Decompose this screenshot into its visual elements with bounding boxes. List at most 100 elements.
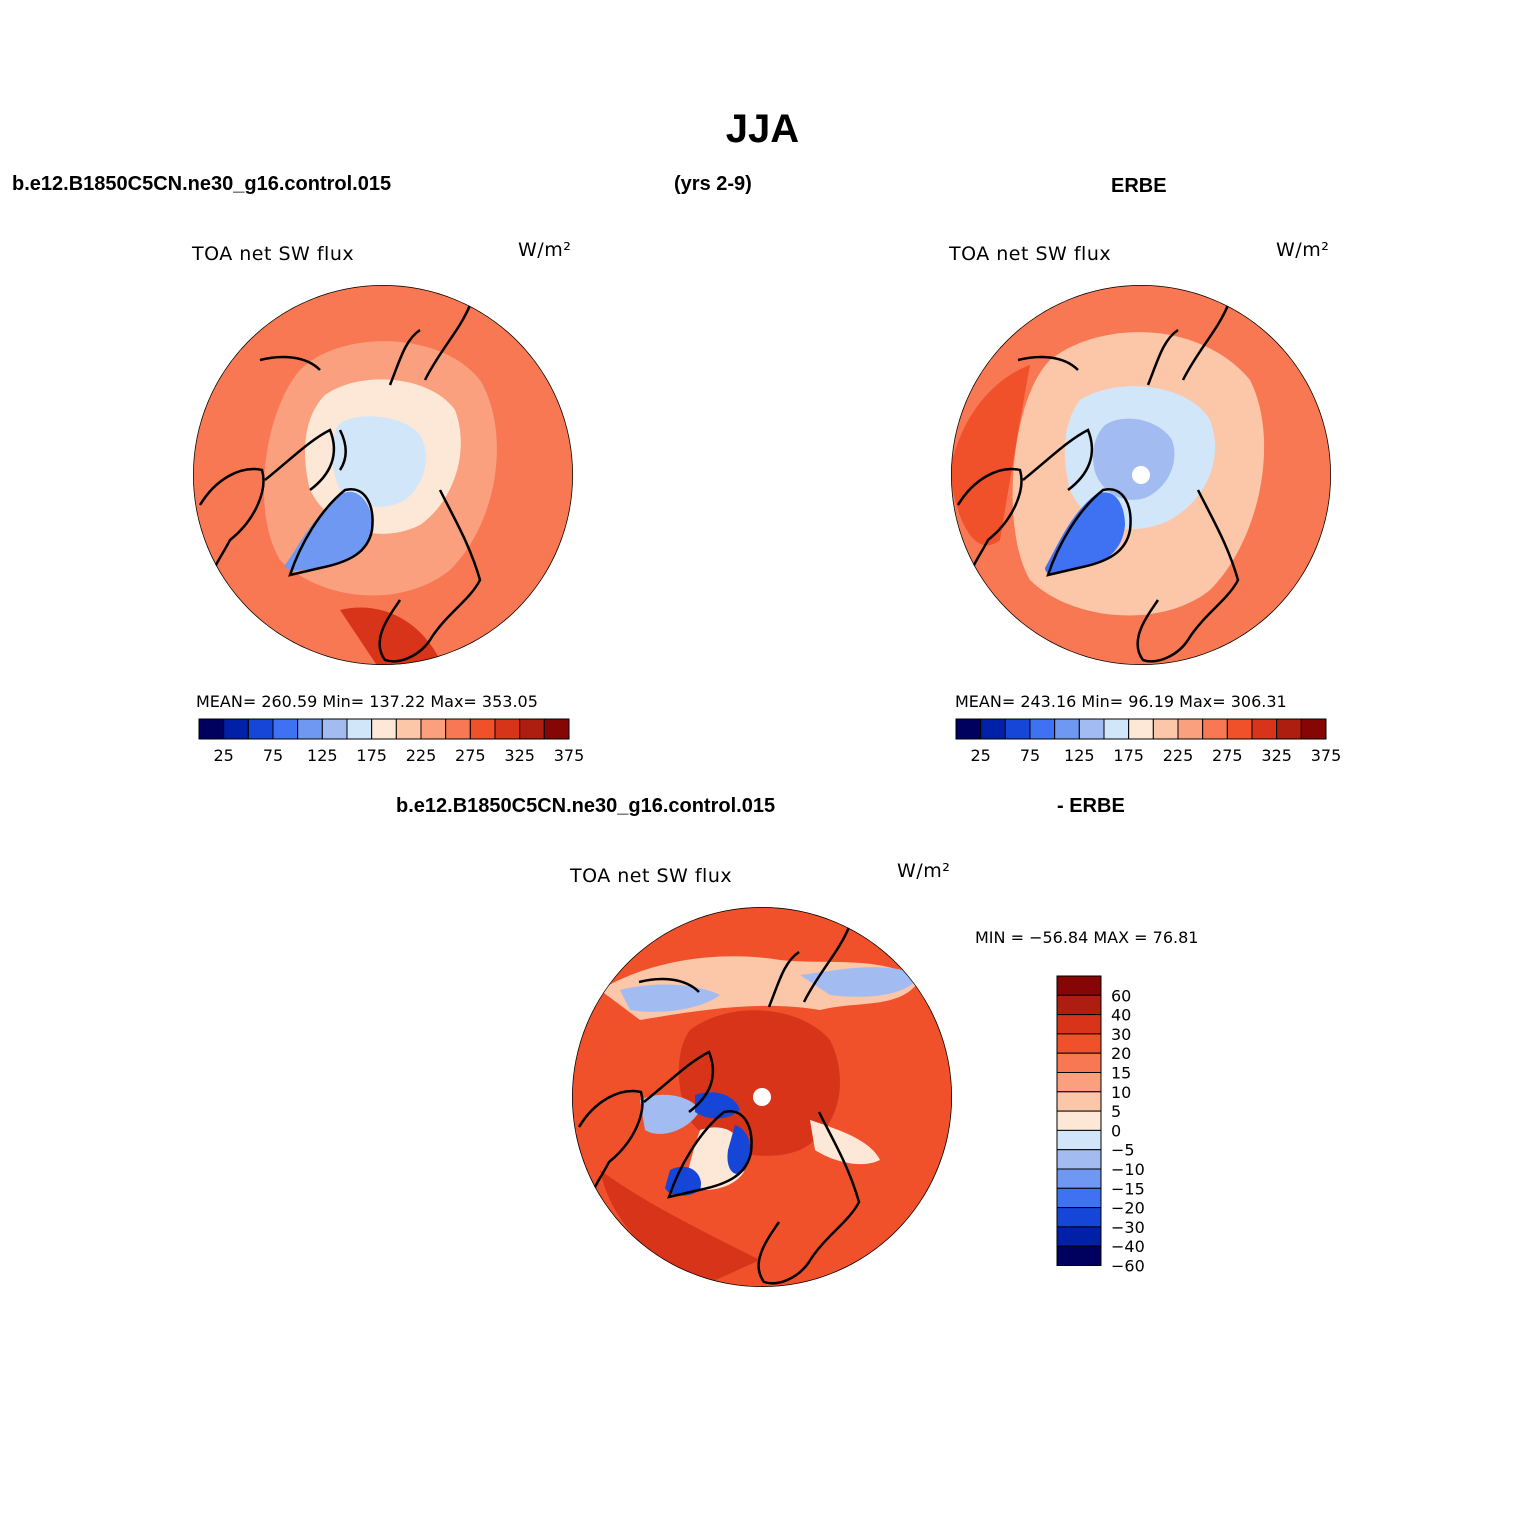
diff-field-cool-northeast [800, 967, 920, 997]
model-colorbar-tick-label: 375 [554, 746, 585, 765]
obs-field-hot-region [951, 365, 1030, 546]
obs-colorbar-tick-label: 325 [1261, 746, 1292, 765]
diff-min-max: MIN = −56.84 MAX = 76.81 [975, 928, 1199, 947]
diff-units-label: W/m² [897, 860, 951, 882]
diff-colorbar-swatch [1056, 1226, 1102, 1247]
model-colorbar-swatch [247, 718, 274, 740]
obs-colorbar-tick-label: 275 [1212, 746, 1243, 765]
diff-variable-label: TOA net SW flux [570, 865, 733, 887]
model-colorbar-tick-label: 325 [504, 746, 535, 765]
obs-colorbar-swatch [1054, 718, 1080, 740]
model-variable-label: TOA net SW flux [192, 243, 355, 265]
obs-colorbar-tick-label: 75 [1020, 746, 1040, 765]
obs-colorbar-swatch [1128, 718, 1154, 740]
model-colorbar-swatch [223, 718, 249, 740]
diff-colorbar-tick-label: 5 [1111, 1102, 1121, 1121]
model-stats: MEAN= 260.59 Min= 137.22 Max= 353.05 [196, 692, 538, 711]
model-colorbar-swatch [420, 718, 447, 740]
diff-colorbar-swatch [1056, 1091, 1102, 1112]
model-coastlines [198, 304, 482, 663]
model-colorbar-swatch [445, 718, 471, 740]
obs-colorbar-swatch [1177, 718, 1204, 740]
diff-colorbar-swatch [1056, 1245, 1102, 1266]
obs-colorbar-tick-label: 125 [1064, 746, 1095, 765]
diff-colorbar-swatch [1056, 1187, 1102, 1209]
obs-colorbar-swatch [1103, 718, 1130, 740]
diff-field-cool-archipelago [640, 1094, 700, 1134]
obs-colorbar-swatch [1004, 718, 1031, 740]
obs-variable-label: TOA net SW flux [949, 243, 1112, 265]
model-colorbar-swatch [395, 718, 422, 740]
diff-colorbar-tick-label: 15 [1111, 1064, 1131, 1083]
obs-colorbar-tick-label: 375 [1311, 746, 1342, 765]
obs-name-header: ERBE [1111, 175, 1167, 197]
diff-field-cool-north [620, 984, 720, 1012]
model-colorbar-swatch [321, 718, 348, 740]
model-colorbar-swatch [494, 718, 521, 740]
diff-colorbar-swatch [1056, 1052, 1102, 1073]
diff-colorbar-swatch [1056, 1110, 1102, 1131]
diff-colorbar-swatch [1056, 1129, 1102, 1151]
diff-field-warm-south [600, 1170, 760, 1287]
diff-colorbar-swatch [1056, 1014, 1102, 1035]
model-colorbar-swatch [297, 718, 323, 740]
diff-colorbar-swatch [1056, 975, 1102, 996]
model-colorbar-swatch [198, 718, 225, 740]
diff-colorbar-tick-label: 40 [1111, 1006, 1131, 1025]
obs-pole-hole [1132, 466, 1150, 484]
diff-polar-map [572, 907, 952, 1287]
model-colorbar-tick-label: 225 [406, 746, 437, 765]
model-colorbar-swatch [543, 718, 570, 740]
diff-field-warm-arctic [678, 1010, 840, 1156]
obs-colorbar-swatch [1202, 718, 1228, 740]
diff-colorbar-tick-label: −60 [1111, 1257, 1145, 1276]
diff-colorbar-tick-label: 60 [1111, 986, 1131, 1005]
model-colorbar-swatch [519, 718, 545, 740]
model-colorbar-swatch [469, 718, 496, 740]
model-colorbar-tick-label: 175 [356, 746, 387, 765]
model-field-greenland [285, 491, 373, 571]
diff-coastlines [577, 926, 861, 1285]
diff-case-header: b.e12.B1850C5CN.ne30_g16.control.015 [396, 795, 776, 817]
diff-colorbar-tick-label: −10 [1111, 1160, 1145, 1179]
diff-colorbar-tick-label: −5 [1111, 1141, 1135, 1160]
diff-pole-hole [753, 1088, 771, 1106]
diff-field-cold-greenland [665, 1166, 701, 1196]
diff-colorbar-tick-label: 20 [1111, 1044, 1131, 1063]
obs-colorbar-tick-label: 25 [970, 746, 990, 765]
diff-colorbar-tick-label: 30 [1111, 1025, 1131, 1044]
diff-colorbar-swatch [1056, 1149, 1102, 1170]
diff-colorbar-swatch [1056, 994, 1102, 1016]
obs-stats: MEAN= 243.16 Min= 96.19 Max= 306.31 [955, 692, 1287, 711]
diff-colorbar-tick-label: −30 [1111, 1218, 1145, 1237]
obs-colorbar-tick-label: 225 [1163, 746, 1194, 765]
model-colorbar-tick-label: 75 [263, 746, 283, 765]
obs-polar-map [951, 285, 1331, 665]
obs-colorbar-tick-label: 175 [1113, 746, 1144, 765]
diff-colorbar-swatch [1056, 1033, 1102, 1054]
obs-colorbar-swatch [980, 718, 1006, 740]
obs-field-greenland [1045, 492, 1125, 574]
figure-title: JJA [725, 107, 800, 151]
obs-field-core [1093, 418, 1175, 500]
obs-colorbar: 25 75 125 175 225 275 325 375 [955, 718, 1342, 765]
model-colorbar-swatch [346, 718, 373, 740]
diff-obs-header: - ERBE [1057, 795, 1125, 817]
model-polar-map [193, 285, 573, 665]
diff-colorbar-swatch [1056, 1072, 1102, 1093]
case-name-header: b.e12.B1850C5CN.ne30_g16.control.015 [12, 173, 392, 195]
obs-colorbar-swatch [1078, 718, 1105, 740]
obs-colorbar-swatch [1152, 718, 1179, 740]
obs-colorbar-swatch [955, 718, 982, 740]
obs-coastlines [956, 304, 1240, 663]
model-colorbar-tick-label: 125 [307, 746, 338, 765]
diff-colorbar-tick-label: −15 [1111, 1179, 1145, 1198]
obs-colorbar-swatch [1029, 718, 1056, 740]
diff-colorbar-tick-label: −20 [1111, 1199, 1145, 1218]
model-colorbar-swatch [371, 718, 397, 740]
diff-colorbar-tick-label: −40 [1111, 1237, 1145, 1256]
model-colorbar-swatch [272, 718, 299, 740]
obs-colorbar-swatch [1276, 718, 1302, 740]
